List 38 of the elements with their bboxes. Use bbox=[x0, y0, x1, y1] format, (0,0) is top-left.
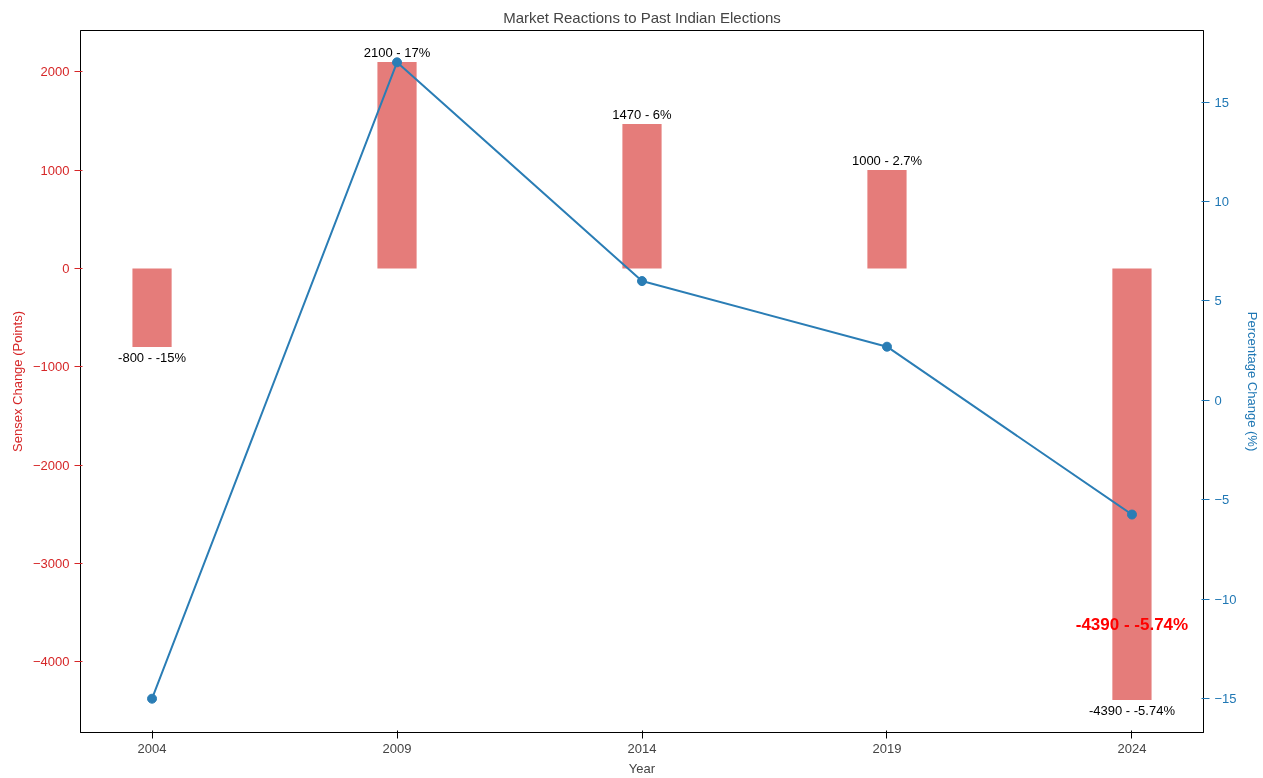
y2-tick-label: 15 bbox=[1214, 94, 1229, 110]
y-axis-title: Sensex Change (Points) bbox=[9, 311, 25, 452]
y-tick-label: 1000 bbox=[40, 162, 70, 178]
y2-axis-title: Percentage Change (%) bbox=[1244, 311, 1260, 452]
point bbox=[881, 341, 892, 352]
x-tick-label: 2014 bbox=[627, 740, 657, 756]
y-tick-label: 0 bbox=[62, 260, 70, 276]
x-axis-title: Year bbox=[628, 760, 656, 776]
data-label: 1000 - 2.7% bbox=[851, 153, 923, 169]
y-tick-label: −2000 bbox=[32, 457, 70, 473]
y2-tick-label: 5 bbox=[1214, 293, 1222, 309]
point bbox=[637, 276, 647, 287]
point bbox=[1126, 509, 1137, 520]
bar bbox=[867, 170, 907, 269]
data-label: 2100 - 17% bbox=[363, 44, 431, 60]
y2-tick-label: −15 bbox=[1214, 691, 1237, 707]
point bbox=[147, 693, 158, 704]
y2-tick-label: 10 bbox=[1214, 194, 1229, 210]
chart-title: Market Reactions to Past Indian Elections bbox=[503, 8, 781, 26]
y-tick-label: −3000 bbox=[32, 555, 70, 571]
bar bbox=[622, 123, 662, 269]
x-tick-label: 2024 bbox=[1117, 740, 1147, 756]
y2-tick-label: −5 bbox=[1214, 492, 1230, 508]
y-tick-label: −1000 bbox=[32, 359, 70, 375]
point bbox=[392, 57, 403, 68]
data-label: -800 - -15% bbox=[118, 350, 187, 366]
y-tick-label: −4000 bbox=[32, 654, 70, 670]
x-tick-label: 2009 bbox=[382, 740, 412, 756]
x-tick-label: 2019 bbox=[872, 740, 902, 756]
data-label: 1470 - 6% bbox=[612, 106, 673, 122]
y2-tick-label: −10 bbox=[1214, 591, 1237, 607]
bar bbox=[132, 268, 172, 348]
y2-tick-label: 0 bbox=[1214, 392, 1222, 408]
x-tick-label: 2004 bbox=[137, 740, 167, 756]
annotation: -4390 - -5.74% bbox=[1075, 615, 1189, 634]
y-tick-label: 2000 bbox=[40, 64, 70, 80]
bar bbox=[377, 61, 417, 269]
data-label: -4390 - -5.74% bbox=[1088, 703, 1176, 719]
